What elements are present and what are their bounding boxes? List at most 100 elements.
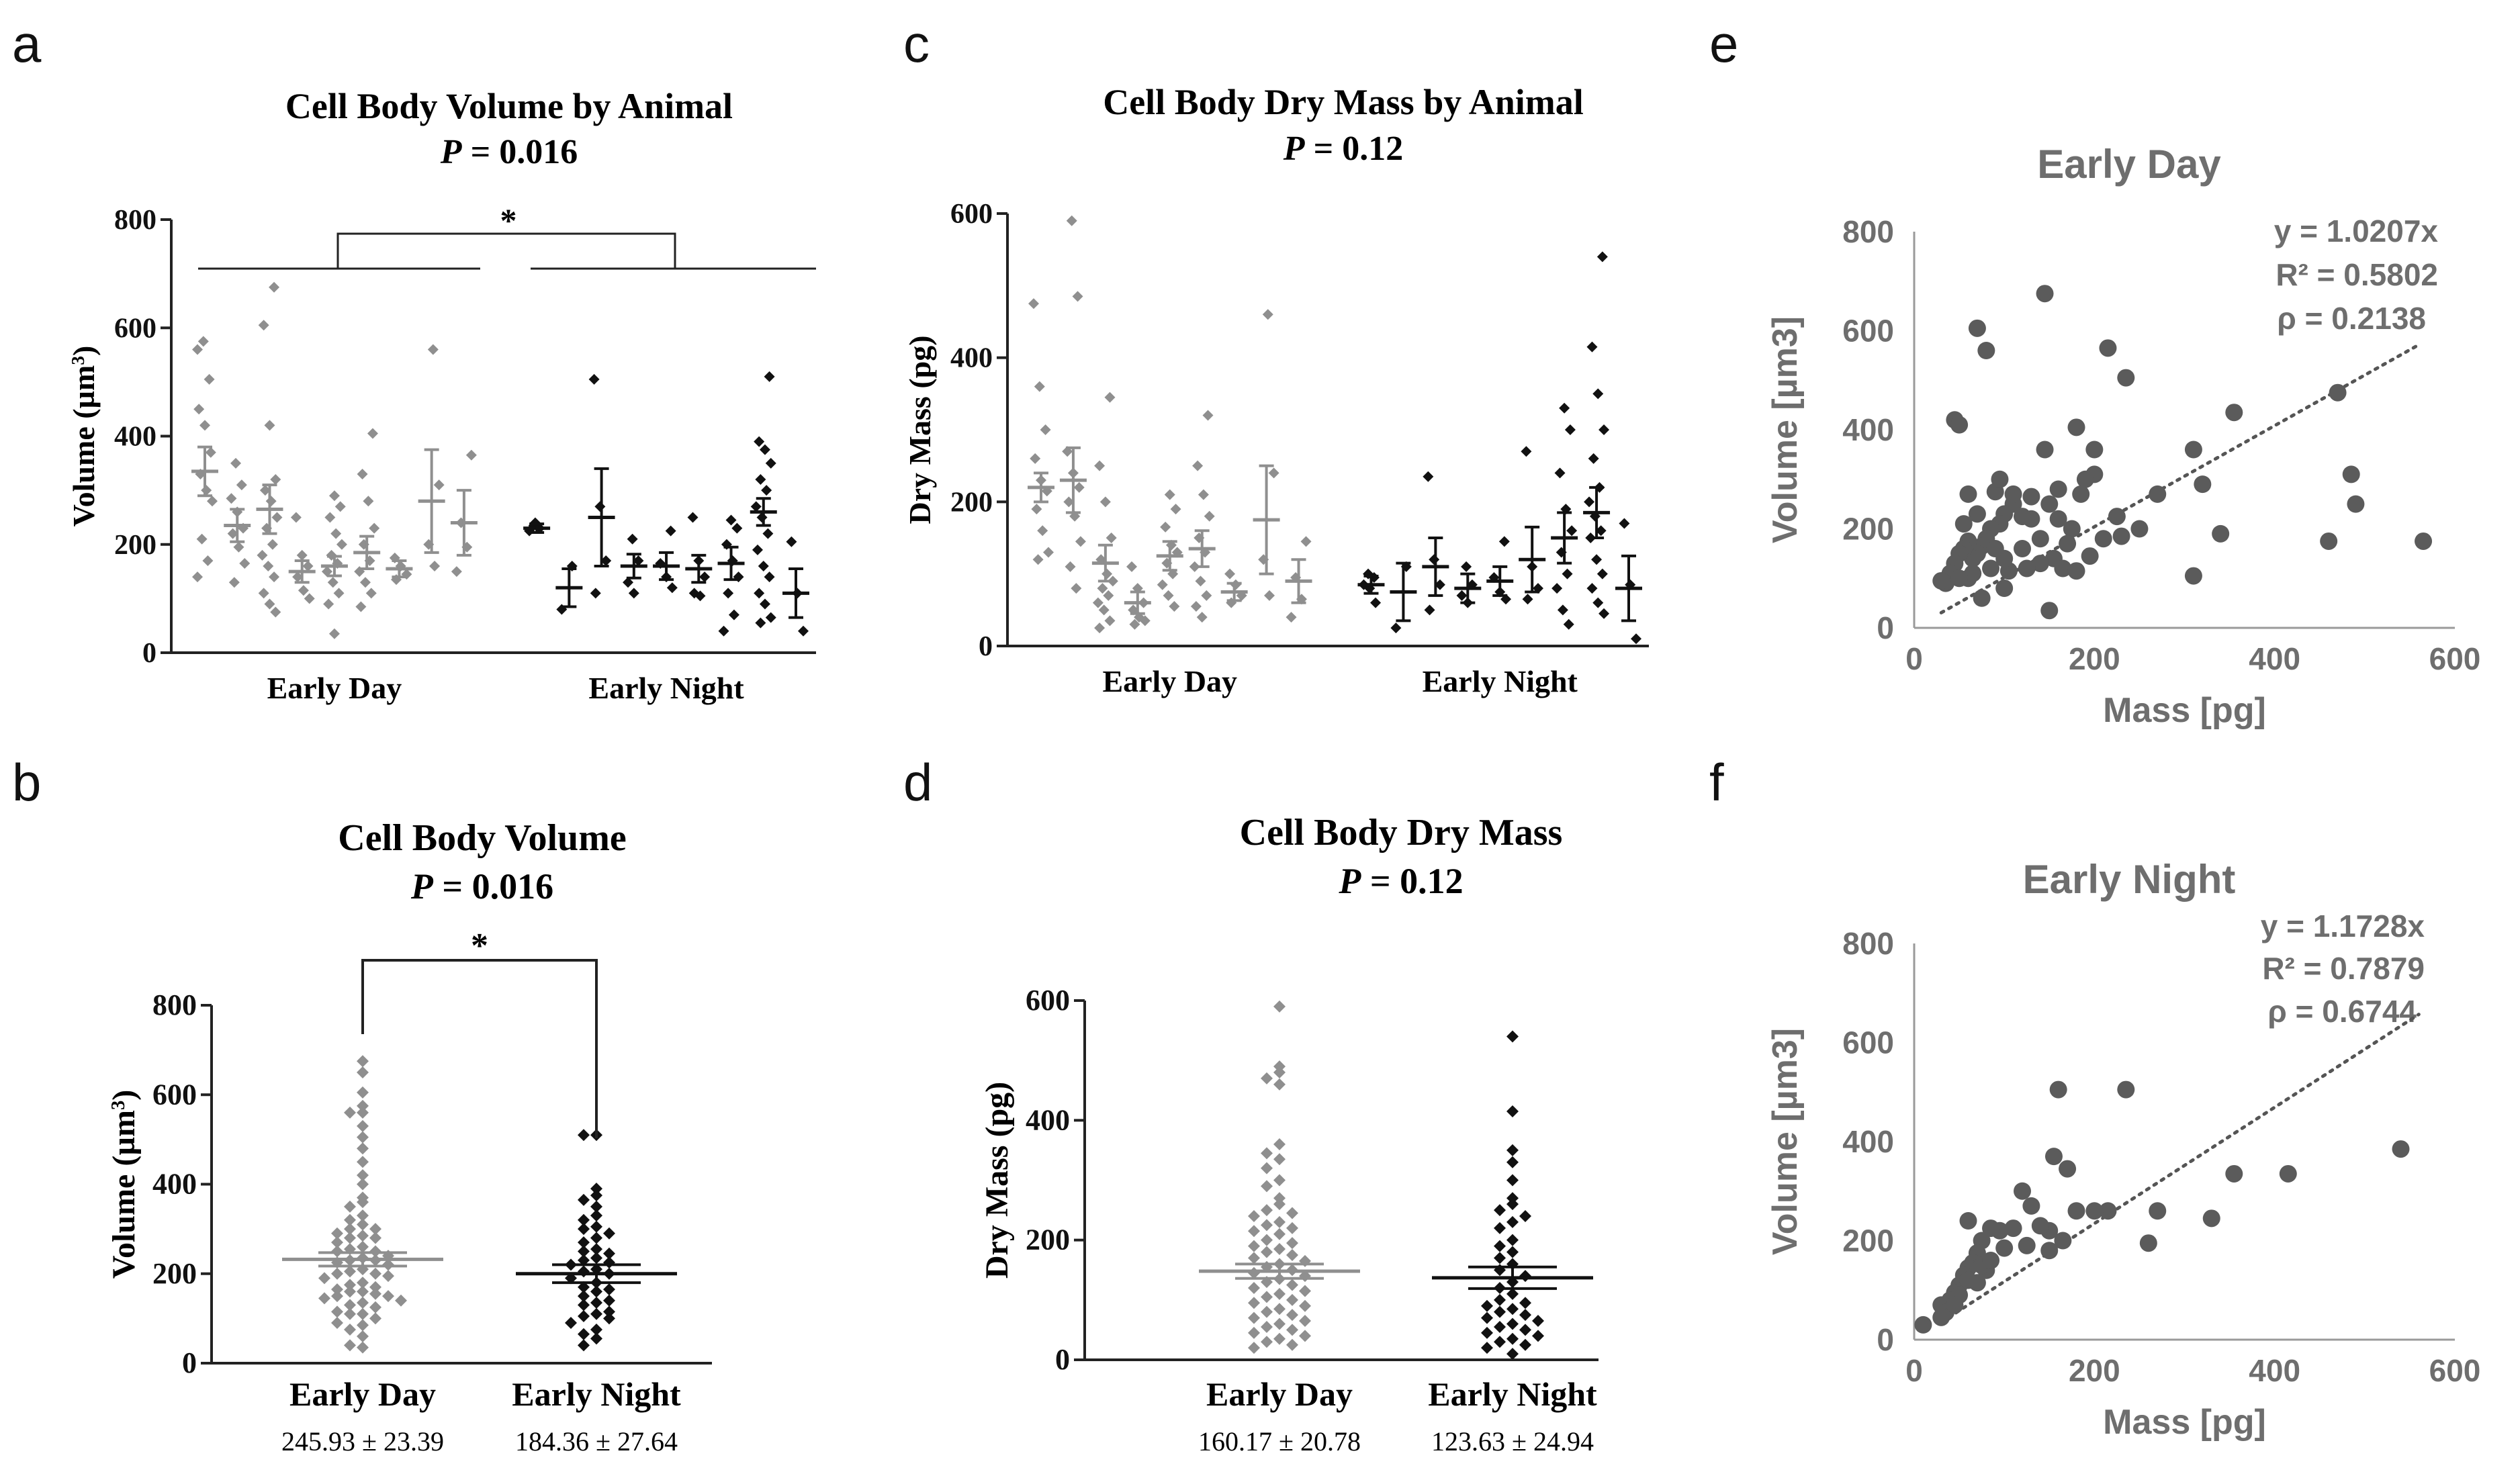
d-data-point (1286, 1279, 1298, 1291)
c-data-point (1263, 590, 1275, 601)
panel-a-pvalue: P = 0.016 (440, 133, 578, 171)
e-data-point (2184, 441, 2202, 459)
c-data-point (1456, 590, 1468, 601)
d-data-point (1506, 1105, 1519, 1117)
e-data-point (2031, 530, 2049, 548)
d-data-point (1261, 1320, 1273, 1333)
d-data-point (1506, 1198, 1519, 1211)
f-data-point (2117, 1080, 2135, 1099)
a-data-point (292, 571, 304, 583)
d-group-stat: 123.63 ± 24.94 (1431, 1426, 1594, 1457)
a-data-point (750, 501, 762, 512)
f-data-point (1995, 1239, 2014, 1257)
a-data-point (334, 501, 346, 512)
d-data-point (1506, 1156, 1519, 1168)
a-data-point (296, 549, 308, 561)
a-data-point (298, 585, 309, 596)
c-data-point (1521, 446, 1532, 457)
d-data-point (1248, 1311, 1260, 1324)
a-data-point (600, 555, 612, 566)
a-data-point (623, 577, 634, 588)
c-data-point (1126, 561, 1138, 572)
b-data-point (344, 1265, 356, 1278)
a-data-point (594, 501, 606, 512)
e-data-point (1950, 416, 1969, 434)
d-data-point (1248, 1342, 1260, 1354)
e-x-axis-title: Mass [pg] (2103, 691, 2266, 730)
b-data-point (590, 1232, 602, 1244)
f-data-point (2225, 1164, 2243, 1183)
d-y-axis-title: Dry Mass (pg) (979, 1082, 1015, 1279)
b-group-stat: 245.93 ± 23.39 (281, 1426, 444, 1457)
a-data-point (429, 561, 441, 571)
panel-b-title: Cell Body Volume (338, 817, 626, 859)
d-data-point (1273, 1153, 1286, 1166)
a-data-point (427, 344, 439, 355)
d-data-point (1506, 1348, 1519, 1360)
a-data-point (718, 625, 729, 637)
b-data-point (357, 1209, 369, 1222)
d-data-point (1519, 1324, 1531, 1336)
b-data-point (578, 1254, 590, 1266)
a-data-point (765, 457, 776, 469)
c-data-point (1204, 510, 1215, 522)
d-data-point (1273, 1243, 1286, 1256)
b-data-point (344, 1213, 356, 1226)
c-data-point (1034, 381, 1045, 392)
d-data-point (1506, 1318, 1519, 1330)
b-data-point (357, 1230, 369, 1242)
b-data-point (603, 1294, 615, 1307)
c-data-point (1230, 579, 1241, 590)
panel-b-plot: 0 200 400 600 800 Volume (µm3) Early Day 245.93… (106, 927, 712, 1457)
a-data-point (433, 479, 445, 491)
panel-e-rho: ρ = 0.2138 (2277, 301, 2426, 336)
d-ytick-label: 400 (1026, 1103, 1070, 1136)
a-data-point (336, 539, 347, 550)
b-ytick-label: 400 (152, 1168, 197, 1201)
c-data-point (1390, 622, 1402, 634)
c-data-point (1066, 215, 1077, 226)
b-data-point (603, 1305, 615, 1318)
d-data-point (1248, 1282, 1260, 1294)
f-data-point (2149, 1202, 2167, 1220)
a-significance-bracket (336, 232, 676, 269)
b-data-point (331, 1227, 343, 1240)
d-data-point (1494, 1293, 1506, 1306)
b-data-point (590, 1220, 602, 1233)
a-data-point (264, 598, 275, 610)
c-data-point (1461, 561, 1472, 572)
d-data-point (1286, 1237, 1298, 1250)
c-data-point (1129, 618, 1140, 630)
a-data-point (590, 588, 601, 599)
b-data-point (344, 1324, 356, 1336)
b-data-point (590, 1332, 602, 1345)
e-data-point (1959, 485, 1977, 503)
e-data-point (2040, 495, 2059, 513)
d-data-point (1481, 1342, 1493, 1354)
d-data-point (1519, 1309, 1531, 1322)
e-data-point (2225, 404, 2243, 422)
panel-b: b Cell Body Volume P = 0.016 0 200 400 600 8… (12, 753, 712, 1457)
a-data-point (328, 628, 340, 639)
f-data-point (2279, 1164, 2297, 1183)
d-data-point (1519, 1297, 1531, 1309)
a-data-point (687, 512, 699, 523)
f-y-axis-title: Volume [µm3] (1766, 1028, 1805, 1255)
a-data-point (333, 588, 345, 599)
panel-letter-c: c (903, 14, 930, 73)
d-data-point (1506, 1234, 1519, 1246)
a-data-point (290, 512, 302, 523)
d-data-point (1248, 1240, 1260, 1252)
c-data-point (1065, 561, 1076, 572)
f-data-point (1946, 1296, 1964, 1314)
f-data-point (2202, 1209, 2220, 1228)
d-ytick-label: 0 (1055, 1343, 1070, 1376)
a-data-point (451, 566, 462, 578)
b-data-point (331, 1305, 343, 1318)
panel-b-pvalue: P = 0.016 (410, 866, 553, 907)
panel-f: f Early Night y = 1.1728x R² = 0.7879 ρ … (1709, 753, 2480, 1442)
d-data-point (1261, 1180, 1273, 1193)
c-ytick-label: 200 (950, 487, 993, 518)
a-data-point (239, 557, 251, 569)
b-data-point (357, 1156, 369, 1168)
